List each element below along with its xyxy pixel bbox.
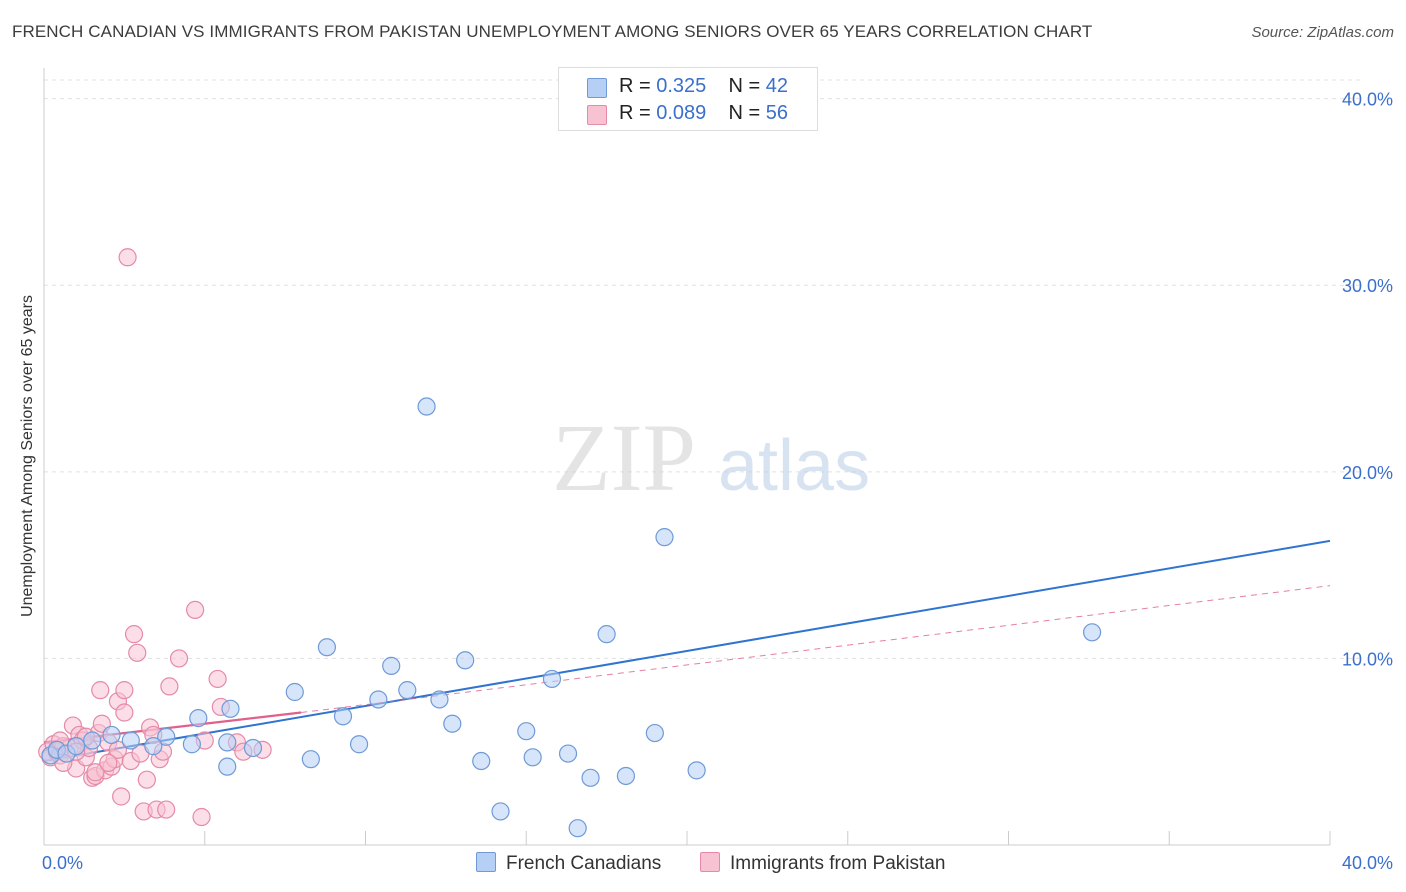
point-pakistan xyxy=(115,681,134,700)
bottom-legend-label: Immigrants from Pakistan xyxy=(730,853,946,874)
point-french-canadian xyxy=(645,723,664,743)
correlation-legend: R = 0.325 N = 42 R = 0.089 N = 56 xyxy=(558,67,818,131)
point-french-canadian xyxy=(83,731,102,750)
bottom-legend-label: French Canadians xyxy=(506,853,662,874)
point-pakistan xyxy=(186,600,205,620)
legend-swatch-blue xyxy=(587,78,607,98)
point-french-canadian xyxy=(417,397,436,416)
point-french-canadian xyxy=(597,625,616,644)
trend-lines xyxy=(43,539,1331,763)
legend-r-value: 0.325 xyxy=(656,75,707,97)
point-french-canadian xyxy=(369,690,388,709)
point-pakistan xyxy=(86,763,105,782)
x-tick-label: 0.0% xyxy=(42,853,83,873)
point-french-canadian xyxy=(121,731,140,750)
bottom-legend-french-canadians: French Canadians xyxy=(476,852,661,875)
point-pakistan xyxy=(169,649,189,668)
legend-n-value: 42 xyxy=(765,75,789,97)
point-pakistan xyxy=(91,681,110,700)
y-tick-label: 10.0% xyxy=(1342,649,1393,669)
point-french-canadian xyxy=(398,681,417,700)
point-french-canadian xyxy=(568,819,587,838)
point-pakistan xyxy=(128,643,147,662)
point-french-canadian xyxy=(1082,623,1102,642)
point-french-canadian xyxy=(102,725,121,745)
y-tick-label: 30.0% xyxy=(1342,276,1393,296)
legend-n-value: 56 xyxy=(765,102,789,124)
point-french-canadian xyxy=(655,528,674,547)
legend-r-label: R = xyxy=(619,75,657,97)
point-french-canadian xyxy=(558,744,578,763)
point-pakistan xyxy=(115,703,134,722)
chart-title: FRENCH CANADIAN VS IMMIGRANTS FROM PAKIS… xyxy=(12,22,1093,41)
legend-r-label: R = xyxy=(619,102,657,124)
point-pakistan xyxy=(124,625,144,644)
point-french-canadian xyxy=(243,738,263,758)
watermark: ZIP atlas xyxy=(552,404,870,511)
point-french-canadian xyxy=(517,722,536,741)
legend-swatch-pink xyxy=(587,105,607,125)
point-french-canadian xyxy=(542,669,562,689)
bottom-legend-pakistan: Immigrants from Pakistan xyxy=(700,852,945,875)
tick-labels: 10.0% 20.0% 30.0% 40.0% 0.0% 40.0% xyxy=(42,90,1393,873)
point-french-canadian xyxy=(687,761,706,780)
point-french-canadian xyxy=(218,733,237,752)
series-french-canadian-points xyxy=(41,104,1102,838)
point-french-canadian xyxy=(285,682,304,702)
point-pakistan xyxy=(192,807,211,827)
y-tick-label: 20.0% xyxy=(1342,463,1393,483)
legend-r-value: 0.089 xyxy=(656,102,707,124)
point-french-canadian xyxy=(581,768,600,787)
point-pakistan xyxy=(137,770,156,789)
point-french-canadian xyxy=(157,727,176,746)
point-french-canadian xyxy=(616,766,636,786)
watermark-atlas: atlas xyxy=(718,426,870,506)
point-french-canadian xyxy=(523,748,542,767)
point-french-canadian xyxy=(333,707,353,726)
point-french-canadian xyxy=(317,638,337,657)
axes xyxy=(43,68,1331,846)
point-pakistan xyxy=(160,677,179,696)
point-french-canadian xyxy=(349,735,369,754)
point-pakistan xyxy=(118,248,137,267)
y-axis-label: Unemployment Among Seniors over 65 years xyxy=(19,295,36,617)
point-french-canadian xyxy=(221,699,240,718)
legend-n-label: N = xyxy=(728,75,766,97)
watermark-zip: ZIP xyxy=(552,404,696,511)
y-tick-label: 40.0% xyxy=(1342,90,1393,110)
point-french-canadian xyxy=(443,714,462,733)
point-pakistan xyxy=(112,787,131,806)
source-credit: Source: ZipAtlas.com xyxy=(1251,24,1394,41)
point-french-canadian xyxy=(382,656,401,675)
point-french-canadian xyxy=(189,709,208,728)
point-french-canadian xyxy=(456,651,475,670)
x-tick-label: 40.0% xyxy=(1342,853,1393,873)
point-pakistan xyxy=(99,753,118,773)
point-french-canadian xyxy=(182,735,201,754)
trend-line-french-canadians xyxy=(43,539,1331,763)
point-pakistan xyxy=(208,669,227,689)
legend-n-label: N = xyxy=(728,102,766,124)
bottom-legend-swatch-pink xyxy=(700,852,720,872)
grid-lines xyxy=(44,79,1360,659)
trend-line-pakistan-extension xyxy=(301,585,1331,714)
point-pakistan xyxy=(157,800,176,819)
point-french-canadian xyxy=(218,757,237,776)
point-french-canadian xyxy=(491,802,510,821)
point-french-canadian xyxy=(472,751,491,771)
point-french-canadian xyxy=(144,737,163,756)
point-french-canadian xyxy=(301,750,320,769)
bottom-legend-swatch-blue xyxy=(476,852,496,872)
point-french-canadian xyxy=(67,737,86,756)
point-french-canadian xyxy=(430,690,449,709)
